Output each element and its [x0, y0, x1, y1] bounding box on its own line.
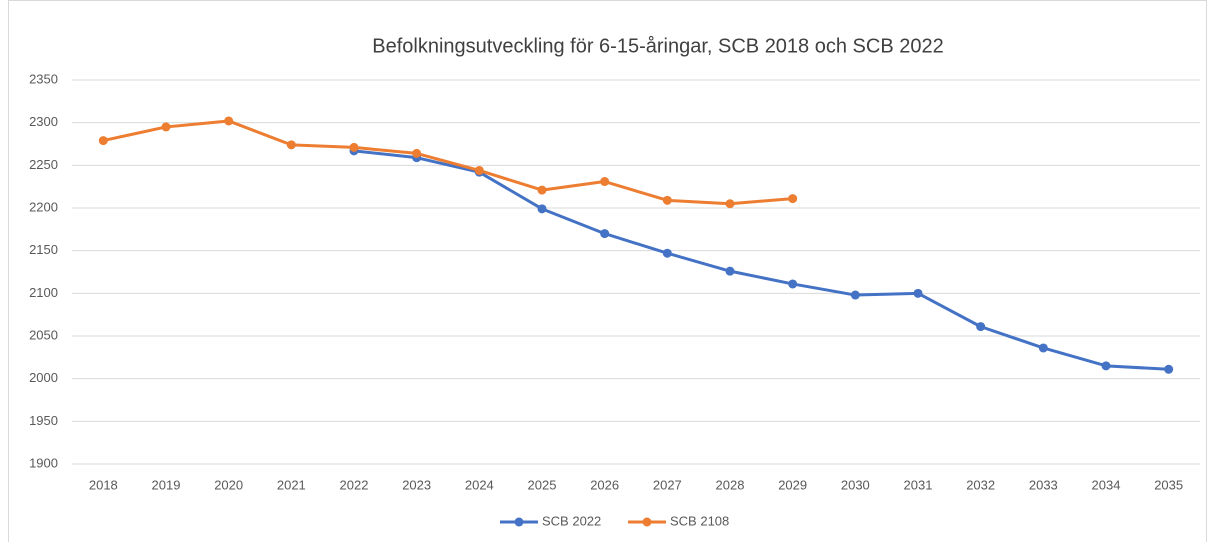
- x-tick-label: 2026: [590, 477, 619, 492]
- data-point: [537, 204, 547, 214]
- y-tick-label: 1900: [29, 455, 58, 470]
- data-point: [788, 279, 798, 289]
- data-point: [976, 322, 986, 332]
- y-tick-label: 2200: [29, 199, 58, 214]
- chart-title: Befolkningsutveckling för 6-15-åringar, …: [372, 35, 943, 57]
- legend-label: SCB 2108: [670, 513, 729, 528]
- data-point: [850, 290, 860, 300]
- x-tick-label: 2022: [340, 477, 369, 492]
- x-tick-label: 2027: [653, 477, 682, 492]
- data-point: [662, 195, 672, 205]
- data-point: [412, 148, 422, 158]
- x-tick-label: 2028: [716, 477, 745, 492]
- series-line: [103, 119, 793, 206]
- data-point: [725, 199, 735, 209]
- data-point: [161, 122, 171, 132]
- y-tick-label: 2300: [29, 114, 58, 129]
- data-point: [913, 288, 923, 298]
- x-tick-label: 2024: [465, 477, 494, 492]
- legend-marker: [642, 517, 652, 527]
- x-tick-label: 2021: [277, 477, 306, 492]
- x-tick-label: 2035: [1154, 477, 1183, 492]
- data-point: [224, 116, 234, 126]
- y-tick-label: 2250: [29, 157, 58, 172]
- x-tick-label: 2019: [152, 477, 181, 492]
- y-tick-label: 2000: [29, 370, 58, 385]
- y-tick-label: 2150: [29, 242, 58, 257]
- data-point: [537, 185, 547, 195]
- x-tick-label: 2032: [966, 477, 995, 492]
- x-tick-label: 2025: [528, 477, 557, 492]
- data-point: [98, 136, 108, 146]
- data-point: [286, 140, 296, 150]
- y-tick-label: 2050: [29, 327, 58, 342]
- y-tick-label: 1950: [29, 413, 58, 428]
- x-tick-label: 2031: [904, 477, 933, 492]
- data-point: [349, 142, 359, 152]
- data-point: [1164, 364, 1174, 374]
- x-tick-label: 2018: [89, 477, 118, 492]
- x-tick-label: 2030: [841, 477, 870, 492]
- data-point: [662, 248, 672, 258]
- data-point: [788, 194, 798, 204]
- data-point: [474, 165, 484, 175]
- data-point: [1101, 361, 1111, 371]
- y-tick-label: 2350: [29, 71, 58, 86]
- y-tick-label: 2100: [29, 285, 58, 300]
- chart-frame: [8, 0, 1207, 542]
- legend-label: SCB 2022: [542, 513, 601, 528]
- data-point: [600, 229, 610, 239]
- x-tick-label: 2034: [1092, 477, 1121, 492]
- data-point: [600, 177, 610, 187]
- series-line: [353, 149, 1169, 371]
- x-tick-label: 2029: [778, 477, 807, 492]
- x-tick-label: 2020: [214, 477, 243, 492]
- data-point: [1038, 343, 1048, 353]
- legend-marker: [514, 517, 524, 527]
- x-tick-label: 2023: [402, 477, 431, 492]
- data-point: [725, 266, 735, 276]
- x-tick-label: 2033: [1029, 477, 1058, 492]
